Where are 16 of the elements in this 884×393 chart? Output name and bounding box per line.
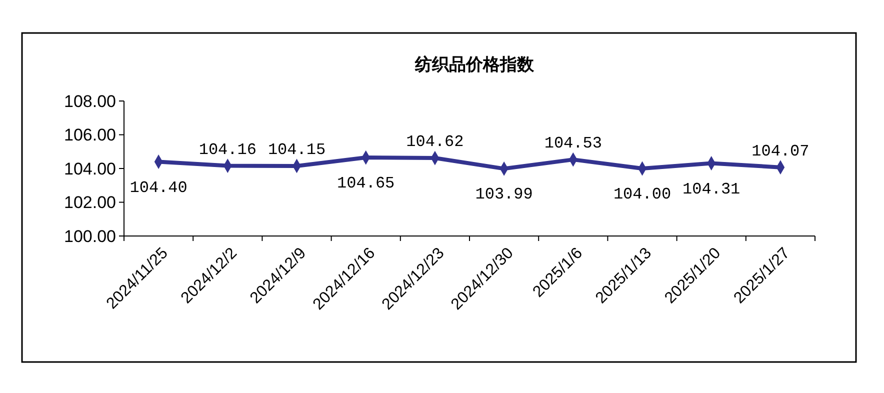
data-label: 104.40: [130, 178, 188, 197]
y-tick-label: 108.00: [64, 92, 116, 111]
y-tick-label: 102.00: [64, 193, 116, 212]
data-label: 104.62: [406, 133, 464, 152]
data-label: 104.16: [198, 140, 256, 159]
data-label: 103.99: [475, 186, 533, 204]
data-label: 104.31: [682, 180, 740, 198]
data-label: 104.15: [268, 140, 326, 159]
data-label: 104.65: [337, 174, 395, 193]
y-tick-label: 106.00: [64, 126, 116, 145]
chart-title: 纺织品价格指数: [414, 55, 535, 75]
y-tick-label: 104.00: [64, 159, 116, 178]
data-label: 104.07: [752, 142, 810, 160]
y-tick-label: 100.00: [64, 226, 116, 246]
data-label: 104.00: [613, 186, 672, 204]
data-label: 104.53: [544, 134, 602, 153]
